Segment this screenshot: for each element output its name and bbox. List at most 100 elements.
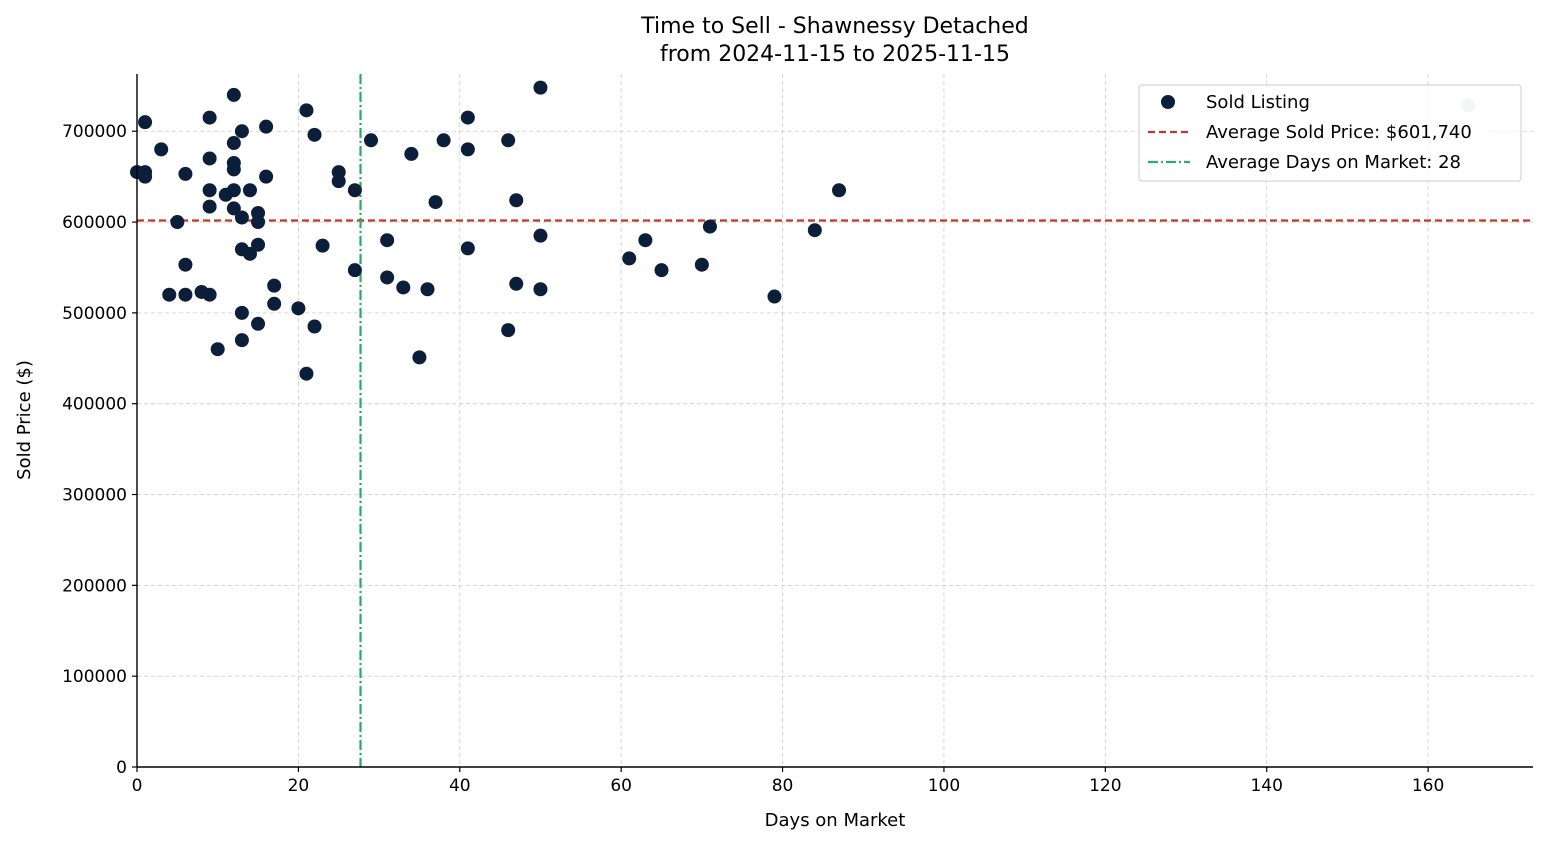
sold-listing-point bbox=[178, 257, 193, 272]
legend-box bbox=[1138, 84, 1522, 182]
sold-listing-point bbox=[702, 219, 717, 234]
sold-listing-point bbox=[347, 183, 362, 198]
axes bbox=[132, 74, 1533, 772]
sold-listing-point bbox=[533, 228, 548, 243]
sold-listing-point bbox=[251, 316, 266, 331]
sold-listing-point bbox=[420, 282, 435, 297]
sold-listing-point bbox=[460, 142, 475, 157]
sold-listing-point bbox=[509, 276, 524, 291]
y-tick-label: 500000 bbox=[62, 304, 127, 324]
sold-listing-point bbox=[807, 223, 822, 238]
sold-listing-point bbox=[307, 127, 322, 142]
sold-listing-point bbox=[170, 215, 185, 230]
tick-labels: 0 20 40 60 80 100 120 140 160 0 100000 200000 300000… bbox=[62, 122, 1444, 796]
sold-listing-point bbox=[251, 215, 266, 230]
sold-listing-point bbox=[501, 323, 516, 338]
x-tick-label: 60 bbox=[610, 776, 632, 796]
sold-listing-point bbox=[202, 151, 217, 166]
legend-label-average-days: Average Days on Market: 28 bbox=[1206, 152, 1461, 173]
sold-listing-point bbox=[234, 210, 249, 225]
sold-listing-point bbox=[178, 287, 193, 302]
sold-listing-point bbox=[436, 133, 451, 148]
x-tick-label: 140 bbox=[1250, 776, 1282, 796]
data-points bbox=[130, 80, 1476, 381]
x-tick-label: 100 bbox=[928, 776, 960, 796]
sold-listing-point bbox=[138, 115, 153, 130]
sold-listing-point bbox=[694, 257, 709, 272]
sold-listing-point bbox=[832, 183, 847, 198]
y-tick-label: 600000 bbox=[62, 213, 127, 233]
sold-listing-point bbox=[242, 246, 257, 261]
y-tick-label: 200000 bbox=[62, 576, 127, 596]
sold-listing-point bbox=[460, 241, 475, 256]
sold-listing-point bbox=[460, 110, 475, 125]
y-tick-label: 700000 bbox=[62, 122, 127, 142]
sold-listing-point bbox=[259, 119, 274, 134]
legend-label-average-price: Average Sold Price: $601,740 bbox=[1206, 122, 1472, 143]
sold-listing-point bbox=[234, 124, 249, 139]
sold-listing-point bbox=[267, 278, 282, 293]
x-tick-label: 80 bbox=[772, 776, 794, 796]
sold-listing-point bbox=[412, 350, 427, 365]
sold-listing-point bbox=[404, 146, 419, 161]
sold-listing-point bbox=[154, 142, 169, 157]
sold-listing-point bbox=[242, 183, 257, 198]
sold-listing-point bbox=[234, 333, 249, 348]
chart-title: Time to Sell - Shawnessy Detached bbox=[640, 14, 1028, 39]
sold-listing-point bbox=[396, 280, 411, 295]
sold-listing-point bbox=[234, 305, 249, 320]
sold-listing-point bbox=[291, 301, 306, 316]
y-axis-label: Sold Price ($) bbox=[14, 360, 35, 480]
x-axis-label: Days on Market bbox=[765, 810, 906, 831]
sold-listing-point bbox=[331, 174, 346, 189]
sold-listing-point bbox=[259, 169, 274, 184]
sold-listing-point bbox=[162, 287, 177, 302]
y-tick-label: 300000 bbox=[62, 486, 127, 506]
y-tick-label: 100000 bbox=[62, 667, 127, 687]
sold-listing-point bbox=[226, 183, 241, 198]
sold-listing-point bbox=[654, 263, 669, 278]
sold-listing-point bbox=[226, 162, 241, 177]
sold-listing-point bbox=[299, 366, 314, 381]
sold-listing-point bbox=[178, 166, 193, 181]
sold-listing-point bbox=[202, 199, 217, 214]
sold-listing-point bbox=[226, 87, 241, 102]
sold-listing-point bbox=[380, 233, 395, 248]
legend-label-sold-listing: Sold Listing bbox=[1206, 92, 1310, 113]
y-tick-label: 400000 bbox=[62, 395, 127, 415]
legend: Sold Listing Average Sold Price: $601,74… bbox=[1138, 84, 1522, 182]
sold-listing-point bbox=[501, 133, 516, 148]
legend-point-marker bbox=[1161, 95, 1175, 109]
x-tick-label: 0 bbox=[132, 776, 143, 796]
sold-listing-point bbox=[226, 136, 241, 151]
sold-listing-point bbox=[210, 342, 225, 357]
grid-layer bbox=[136, 74, 1533, 768]
sold-listing-point bbox=[380, 270, 395, 285]
sold-listing-point bbox=[202, 287, 217, 302]
sold-listing-point bbox=[638, 233, 653, 248]
sold-listing-point bbox=[315, 238, 330, 253]
x-tick-label: 160 bbox=[1412, 776, 1444, 796]
sold-listing-point bbox=[533, 282, 548, 297]
sold-listing-point bbox=[226, 201, 241, 216]
x-tick-label: 40 bbox=[449, 776, 471, 796]
sold-listing-point bbox=[509, 193, 524, 208]
sold-listing-point bbox=[267, 296, 282, 311]
sold-listing-point bbox=[202, 183, 217, 198]
sold-listing-point bbox=[307, 319, 322, 334]
sold-listing-point bbox=[138, 169, 153, 184]
sold-listing-point bbox=[767, 289, 782, 304]
y-tick-label: 0 bbox=[116, 758, 127, 778]
sold-listing-point bbox=[533, 80, 548, 95]
x-tick-label: 20 bbox=[288, 776, 310, 796]
sold-listing-point bbox=[202, 110, 217, 125]
sold-listing-point bbox=[251, 237, 266, 252]
chart-subtitle: from 2024-11-15 to 2025-11-15 bbox=[660, 42, 1010, 67]
x-tick-label: 120 bbox=[1089, 776, 1121, 796]
sold-listing-point bbox=[364, 133, 379, 148]
sold-listing-point bbox=[622, 251, 637, 266]
sold-listing-point bbox=[299, 103, 314, 118]
sold-listing-point bbox=[347, 263, 362, 278]
sold-listing-point bbox=[428, 195, 443, 210]
